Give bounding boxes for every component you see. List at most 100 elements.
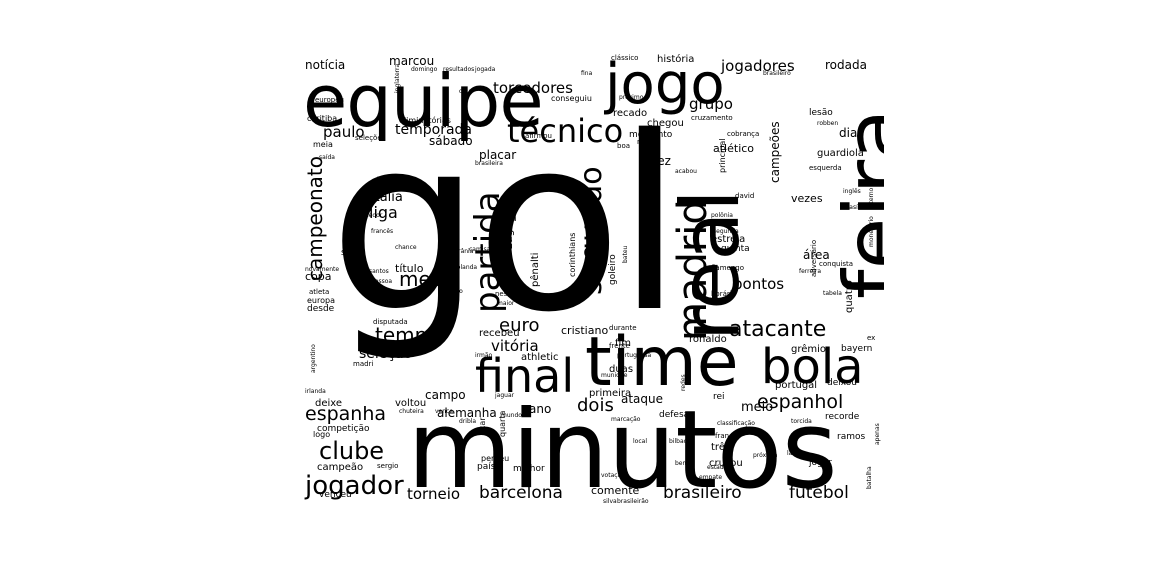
- word: ano: [529, 402, 552, 416]
- word: conquista: [819, 260, 854, 268]
- word: cobrança: [727, 130, 760, 138]
- word: ferreira: [799, 268, 822, 275]
- word: segundo: [574, 166, 609, 295]
- word: messi: [399, 267, 458, 291]
- word: ucrânia: [451, 248, 474, 255]
- word: jogo: [605, 53, 725, 117]
- word: ronaldo: [689, 334, 727, 345]
- word: tabela: [823, 290, 842, 297]
- word: rodada: [825, 58, 867, 72]
- word: robben: [817, 120, 839, 127]
- word: santos: [369, 268, 389, 275]
- word: madrid: [670, 199, 716, 341]
- word: fez: [653, 154, 671, 168]
- word: frente: [609, 342, 630, 350]
- word: seleção: [359, 346, 413, 362]
- word: torneio: [407, 485, 461, 503]
- word: sábado: [429, 134, 473, 148]
- word: recebeu: [479, 328, 520, 339]
- word: empate: [699, 474, 723, 481]
- word: quinta: [721, 244, 750, 254]
- word: jaguar: [495, 392, 515, 399]
- word: pessoa: [371, 278, 393, 285]
- word: futebol: [789, 483, 849, 503]
- word: espanhol: [757, 391, 844, 413]
- word: equipe: [303, 59, 544, 143]
- word: grêmio: [791, 344, 827, 355]
- word: vitória: [491, 337, 539, 355]
- word: acabou: [675, 168, 697, 175]
- word: área: [803, 248, 830, 262]
- word: marcou: [389, 54, 435, 68]
- word: guardiola: [817, 148, 864, 159]
- word: clube: [319, 437, 385, 465]
- word: perdeu: [481, 454, 510, 463]
- word: placar: [479, 148, 517, 162]
- word: quatro: [844, 280, 855, 313]
- word: ceso: [449, 288, 463, 295]
- word: título: [395, 262, 424, 275]
- word: torcedores: [493, 79, 573, 97]
- word: liga: [369, 203, 398, 222]
- word: camisa: [469, 246, 491, 253]
- word: irlanda: [305, 388, 326, 395]
- word: jogadores: [721, 57, 795, 75]
- word: campo: [425, 388, 466, 402]
- word: barcelona: [479, 483, 563, 503]
- word: classificação: [717, 420, 755, 427]
- word: europeu: [315, 96, 344, 104]
- word: frança: [715, 432, 738, 440]
- word: polônia: [711, 212, 733, 219]
- word: torcida: [791, 418, 812, 425]
- word: david: [735, 192, 755, 200]
- word: logo: [313, 430, 331, 439]
- word: grupo: [689, 95, 733, 113]
- word: mundo: [501, 412, 522, 419]
- word: fim: [615, 338, 632, 349]
- word: domingo: [411, 66, 438, 73]
- word: atacante: [729, 317, 827, 342]
- word: boa: [617, 142, 631, 150]
- word: recorde: [825, 412, 860, 422]
- word: ex: [867, 334, 876, 342]
- word: interno: [868, 187, 875, 209]
- word: estádio: [707, 464, 729, 471]
- word: batalha: [866, 466, 873, 489]
- word: meio: [741, 400, 774, 415]
- word: meia: [313, 140, 333, 149]
- word: sergio: [377, 462, 399, 470]
- word: brasileira: [475, 160, 503, 167]
- word: bilbao: [669, 438, 688, 445]
- word: copa: [305, 270, 332, 283]
- word: primeira: [589, 388, 632, 399]
- word: melhor: [513, 464, 545, 474]
- word: rei: [713, 392, 725, 402]
- word: casa: [743, 428, 757, 435]
- word: zagueiro: [502, 201, 515, 249]
- word: dribla: [459, 418, 477, 425]
- word: jogador: [305, 471, 404, 501]
- word: brasileiro: [763, 70, 791, 77]
- word: pontos: [733, 275, 785, 293]
- word: recado: [613, 108, 648, 119]
- word: portuguesa: [617, 352, 652, 359]
- word: silva: [603, 498, 617, 505]
- word: esquerda: [809, 164, 842, 172]
- word: cruzamento: [691, 114, 733, 122]
- word: fina: [581, 70, 593, 77]
- word: corinthians: [568, 232, 577, 277]
- word: horário: [711, 290, 736, 298]
- word: saída: [319, 154, 335, 161]
- word: redes: [680, 374, 687, 391]
- word: venceu: [319, 490, 352, 500]
- word: técnico: [507, 112, 624, 150]
- word: próxima: [753, 452, 778, 459]
- word: munique: [601, 372, 628, 379]
- word: inglaterra: [394, 63, 401, 93]
- word: time: [585, 323, 739, 402]
- word: lesão: [809, 108, 833, 118]
- word: conseguiu: [551, 94, 592, 103]
- word: campeão: [317, 462, 364, 473]
- word: cristiano: [561, 324, 609, 337]
- word: atleta: [309, 288, 330, 296]
